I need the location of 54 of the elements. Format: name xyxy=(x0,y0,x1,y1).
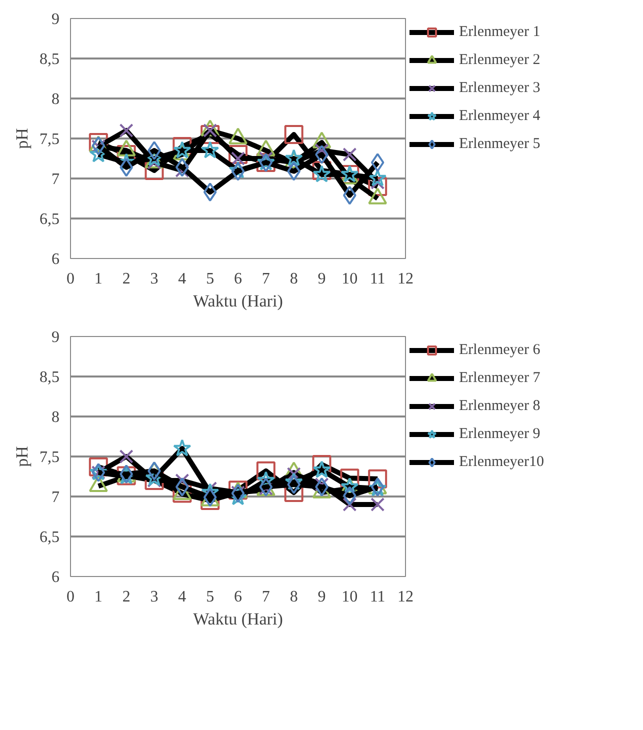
legend-label: Erlenmeyer 4 xyxy=(459,108,540,124)
legend-label: Erlenmeyer 3 xyxy=(459,80,540,96)
x-tick-label: 5 xyxy=(206,588,214,606)
y-axis-title: pH xyxy=(12,128,32,149)
x-tick-label: 3 xyxy=(150,588,158,606)
y-tick-label: 8,5 xyxy=(40,51,60,68)
x-tick-label: 6 xyxy=(234,588,242,606)
x-tick-label: 12 xyxy=(398,588,414,606)
y-tick-label: 7 xyxy=(52,489,60,506)
x-tick-label: 4 xyxy=(178,270,186,288)
x-axis-title: Waktu (Hari) xyxy=(193,292,283,310)
y-tick-label: 9 xyxy=(52,329,60,346)
y-tick-label: 6 xyxy=(52,569,60,586)
y-tick-label: 6,5 xyxy=(40,211,60,228)
x-tick-label: 10 xyxy=(342,588,358,606)
x-tick-label: 1 xyxy=(94,270,102,288)
x-tick-label: 11 xyxy=(370,270,386,288)
x-tick-label: 7 xyxy=(262,588,270,606)
legend-label: Erlenmeyer 7 xyxy=(459,370,540,386)
y-tick-label: 6,5 xyxy=(40,529,60,546)
x-tick-label: 2 xyxy=(122,588,130,606)
x-tick-label: 2 xyxy=(122,270,130,288)
legend-label: Erlenmeyer 5 xyxy=(459,136,540,152)
x-tick-label: 5 xyxy=(206,270,214,288)
y-tick-label: 6 xyxy=(52,251,60,268)
legend-label: Erlenmeyer 6 xyxy=(459,342,540,358)
x-tick-label: 10 xyxy=(342,270,358,288)
x-tick-label: 4 xyxy=(178,588,186,606)
x-tick-label: 1 xyxy=(94,588,102,606)
legend-label: Erlenmeyer 8 xyxy=(459,398,540,414)
legend-label: Erlenmeyer10 xyxy=(459,454,544,470)
x-tick-label: 0 xyxy=(66,588,74,606)
y-tick-label: 8 xyxy=(52,409,60,426)
y-tick-label: 7,5 xyxy=(40,131,60,148)
legend-label: Erlenmeyer 1 xyxy=(459,24,540,40)
y-axis-title: pH xyxy=(12,446,32,467)
y-tick-label: 8,5 xyxy=(40,369,60,386)
x-tick-label: 9 xyxy=(318,270,326,288)
y-tick-label: 9 xyxy=(52,11,60,28)
x-tick-label: 12 xyxy=(398,270,414,288)
x-tick-label: 9 xyxy=(318,588,326,606)
x-tick-label: 7 xyxy=(262,270,270,288)
x-axis-title: Waktu (Hari) xyxy=(193,610,283,628)
x-tick-label: 11 xyxy=(370,588,386,606)
x-tick-label: 6 xyxy=(234,270,242,288)
legend-label: Erlenmeyer 9 xyxy=(459,426,540,442)
x-tick-label: 3 xyxy=(150,270,158,288)
x-tick-label: 0 xyxy=(66,270,74,288)
legend-label: Erlenmeyer 2 xyxy=(459,52,540,68)
x-tick-label: 8 xyxy=(290,270,298,288)
x-tick-label: 8 xyxy=(290,588,298,606)
y-tick-label: 8 xyxy=(52,91,60,108)
y-tick-label: 7,5 xyxy=(40,449,60,466)
y-tick-label: 7 xyxy=(52,171,60,188)
